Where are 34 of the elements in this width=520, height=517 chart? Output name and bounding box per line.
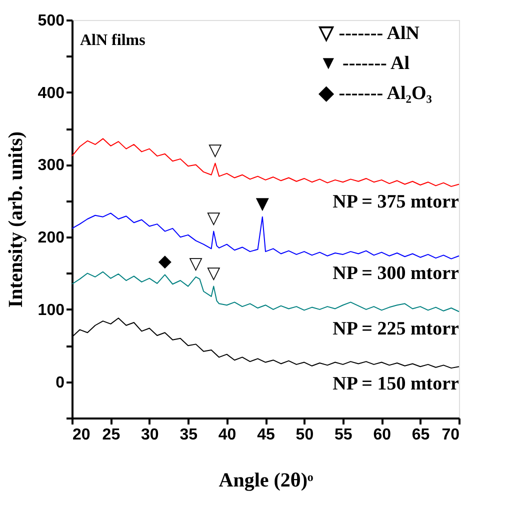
y-axis-title: Intensity (arb. units) (4, 131, 27, 308)
series-label: NP = 150 mtorr (332, 374, 460, 395)
x-tick-label: 35 (180, 426, 198, 444)
x-tick-label: 20 (72, 426, 90, 444)
annotation: ▼ (256, 194, 270, 214)
y-tick-label: 300 (38, 157, 65, 174)
annotation: ◆ ------- Al₂O₃ (318, 83, 432, 104)
x-tick-label: 40 (218, 426, 236, 444)
x-axis-title: Angle (2θ)ᵒ (218, 470, 314, 492)
x-tick-label: 65 (412, 426, 430, 444)
y-tick-label: 200 (38, 230, 65, 247)
annotation: AlN films (80, 32, 146, 49)
x-tick-label: 50 (296, 426, 314, 444)
y-tick-label: 0 (56, 374, 65, 392)
series-label: NP = 300 mtorr (332, 262, 460, 284)
x-tick-label: 55 (334, 426, 352, 444)
annotation: ▽ (189, 254, 204, 274)
x-tick-label: 45 (257, 426, 275, 444)
x-tick-label: 60 (373, 426, 392, 444)
annotation: ◆ (158, 252, 172, 272)
series-label: NP = 225 mtorr (332, 318, 460, 340)
y-tick-label: 500 (38, 12, 65, 30)
y-tick-label: 100 (38, 302, 65, 319)
line-series (72, 138, 460, 187)
annotation: ▽ (208, 140, 223, 160)
x-tick-label: 70 (442, 426, 460, 444)
x-tick-label: 30 (141, 426, 159, 444)
annotation: ▽ (207, 208, 222, 228)
y-tick-label: 400 (38, 84, 65, 102)
annotation: ▼ ------- Al (319, 53, 410, 74)
series-label: NP = 375 mtorr (332, 191, 460, 212)
annotation: ▽ ------- AlN (318, 23, 420, 44)
annotation: ▽ (207, 263, 222, 284)
x-tick-label: 25 (102, 426, 120, 444)
